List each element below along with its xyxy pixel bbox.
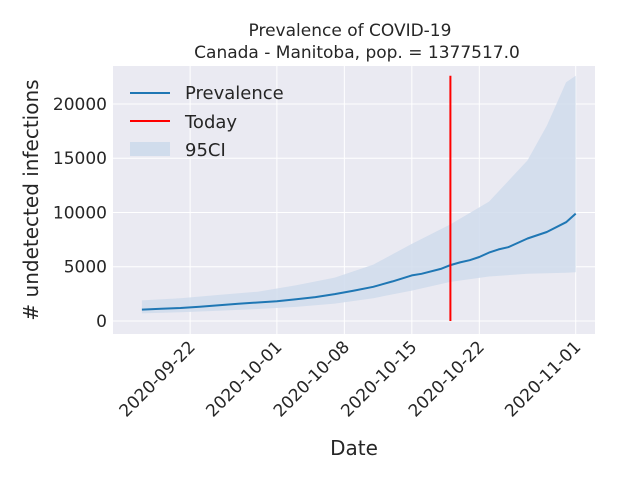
x-tick-label: 2020-11-01: [501, 337, 585, 421]
legend-label-95ci: 95CI: [185, 140, 226, 161]
series-line-layer: [141, 212, 577, 311]
grid-lines: [113, 66, 595, 334]
x-axis-label: Date: [330, 436, 378, 460]
y-tick-labels: 0 5000 10000 15000 20000: [53, 95, 107, 332]
x-tick-labels: 2020-09-22 2020-10-012020-10-082020-10-15…: [116, 337, 586, 421]
ci-band-area: [141, 75, 576, 314]
y-axis-label: # undetected infections: [19, 79, 43, 320]
chart-title: Prevalence of COVID-19: [249, 21, 452, 41]
legend: Prevalence Today 95CI: [130, 83, 284, 161]
ci-band-layer: [141, 75, 576, 314]
y-tick-label: 5000: [64, 258, 107, 278]
legend-label-today: Today: [184, 112, 237, 133]
y-tick-label: 0: [96, 312, 107, 332]
y-tick-label: 20000: [53, 95, 107, 115]
x-tick-label: 2020-09-22: [116, 337, 200, 421]
y-tick-label: 15000: [53, 149, 107, 169]
series-line-prevalence: [141, 212, 577, 311]
y-tick-label: 10000: [53, 203, 107, 223]
legend-swatch-95ci: [130, 142, 170, 156]
legend-label-prevalence: Prevalence: [185, 83, 284, 104]
chart-subtitle: Canada - Manitoba, pop. = 1377517.0: [194, 43, 520, 63]
